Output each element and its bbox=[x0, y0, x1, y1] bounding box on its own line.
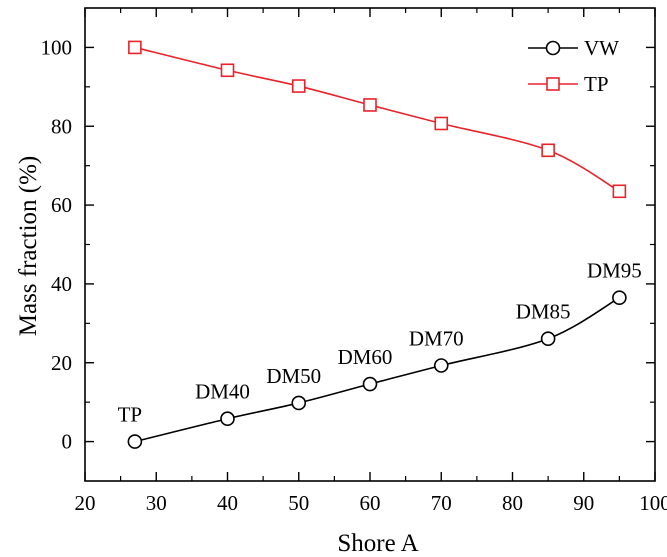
series-tp bbox=[128, 40, 627, 199]
x-axis-title: Shore A bbox=[337, 530, 418, 557]
data-point-vw bbox=[540, 331, 556, 347]
data-point-tp bbox=[541, 143, 555, 158]
data-point-vw bbox=[220, 411, 235, 427]
y-tick-label: 0 bbox=[62, 430, 73, 454]
data-point-tp bbox=[612, 184, 627, 199]
legend-label-tp: TP bbox=[584, 72, 609, 96]
data-point-vw bbox=[362, 376, 378, 392]
legend-marker-vw bbox=[545, 40, 561, 56]
legend-marker-tp bbox=[546, 77, 560, 91]
x-tick-label: 50 bbox=[288, 491, 309, 515]
x-tick-label: 30 bbox=[146, 491, 167, 515]
legend-item-tp: TP bbox=[528, 72, 609, 96]
x-tick-label: 40 bbox=[217, 491, 238, 515]
data-point-vw bbox=[433, 358, 449, 373]
point-annotation: DM40 bbox=[195, 380, 250, 404]
x-tick-label: 90 bbox=[573, 491, 594, 515]
series-line-tp bbox=[134, 46, 620, 192]
data-point-tp bbox=[363, 98, 377, 112]
data-point-vw bbox=[612, 290, 627, 306]
y-tick-label: 100 bbox=[41, 35, 73, 59]
point-annotation: DM85 bbox=[516, 300, 571, 324]
y-tick-label: 60 bbox=[51, 193, 72, 217]
point-annotation: TP bbox=[118, 403, 143, 427]
x-tick-label: 80 bbox=[502, 491, 523, 515]
legend-item-vw: VW bbox=[528, 36, 619, 60]
data-point-vw bbox=[291, 395, 307, 411]
data-point-tp bbox=[434, 116, 449, 131]
y-axis-title: Mass fraction (%) bbox=[15, 156, 42, 337]
data-point-tp bbox=[220, 63, 235, 78]
data-point-tp bbox=[291, 79, 306, 93]
y-tick-label: 40 bbox=[51, 272, 72, 296]
plot-frame bbox=[84, 7, 656, 482]
series-vw bbox=[127, 290, 627, 449]
y-tick-label: 20 bbox=[51, 351, 72, 375]
x-tick-label: 70 bbox=[431, 491, 452, 515]
x-tick-label: 60 bbox=[360, 491, 381, 515]
data-point-vw bbox=[127, 434, 143, 449]
y-tick-label: 80 bbox=[51, 114, 72, 138]
point-annotation: DM95 bbox=[587, 259, 642, 283]
point-annotation: DM70 bbox=[409, 327, 464, 351]
point-annotation: DM50 bbox=[266, 364, 321, 388]
data-point-tp bbox=[128, 40, 142, 55]
point-annotation: DM60 bbox=[338, 345, 393, 369]
x-tick-label: 100 bbox=[639, 491, 667, 515]
x-tick-label: 20 bbox=[75, 491, 96, 515]
legend-label-vw: VW bbox=[584, 36, 619, 60]
